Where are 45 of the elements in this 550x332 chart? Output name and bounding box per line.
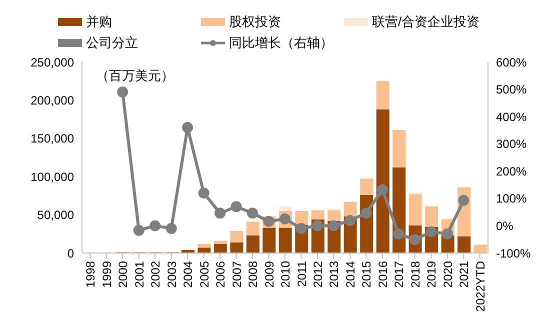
- y2-tick-label: -100%: [496, 246, 532, 260]
- y-tick-label: 50,000: [37, 208, 74, 222]
- x-tick-label: 2008: [246, 260, 260, 288]
- x-tick-label: 2003: [164, 260, 179, 288]
- x-tick-label: 2002: [148, 260, 163, 288]
- y-tick-label: 100,000: [30, 170, 74, 184]
- x-tick-label: 2020: [440, 260, 455, 288]
- legend-label: 并购: [86, 13, 112, 31]
- x-tick-label: 2018: [408, 260, 422, 288]
- x-tick-label: 2010: [278, 260, 293, 288]
- x-tick-label: 2021: [457, 260, 472, 288]
- legend-label: 股权投资: [229, 13, 281, 31]
- x-tick-label: 1998: [84, 260, 98, 288]
- annotation: （百万美元）: [96, 67, 174, 85]
- y-tick-label: 250,000: [30, 55, 74, 70]
- x-tick-label: 1999: [100, 260, 114, 288]
- y-tick-label: 0: [67, 246, 74, 260]
- x-tick-label: 2007: [230, 260, 244, 288]
- y2-tick-label: 600%: [496, 55, 528, 70]
- x-tick-label: 2015: [360, 260, 374, 288]
- x-tick-label: 2012: [311, 260, 325, 288]
- x-tick-label: 2000: [116, 260, 130, 288]
- x-tick-label: 2009: [262, 260, 276, 288]
- x-tick-label: 2019: [424, 260, 439, 288]
- y2-tick-label: 200%: [496, 164, 528, 178]
- x-tick-label: 2014: [343, 260, 358, 288]
- legend-label: 同比增长（右轴）: [229, 34, 333, 52]
- x-tick-label: 2016: [376, 260, 390, 288]
- legend-label: 公司分立: [86, 34, 138, 52]
- y-tick-label: 150,000: [30, 132, 74, 146]
- y2-tick-label: 100%: [496, 192, 528, 206]
- x-tick-label: 2005: [197, 260, 212, 288]
- y-tick-label: 200,000: [30, 93, 74, 108]
- x-tick-label: 2017: [392, 260, 406, 288]
- y2-tick-label: 500%: [496, 82, 528, 97]
- x-tick-label: 2013: [327, 260, 342, 288]
- x-tick-label: 2004: [181, 260, 196, 288]
- y2-tick-label: 300%: [496, 137, 528, 152]
- x-tick-label: 2022YTD: [473, 260, 488, 312]
- y2-tick-label: 0%: [496, 218, 514, 233]
- legend-label: 联营/合资企业投资: [372, 13, 480, 31]
- x-tick-label: 2006: [214, 260, 228, 288]
- x-tick-label: 2001: [132, 260, 146, 288]
- x-tick-label: 2011: [294, 260, 309, 287]
- y2-tick-label: 400%: [496, 110, 528, 124]
